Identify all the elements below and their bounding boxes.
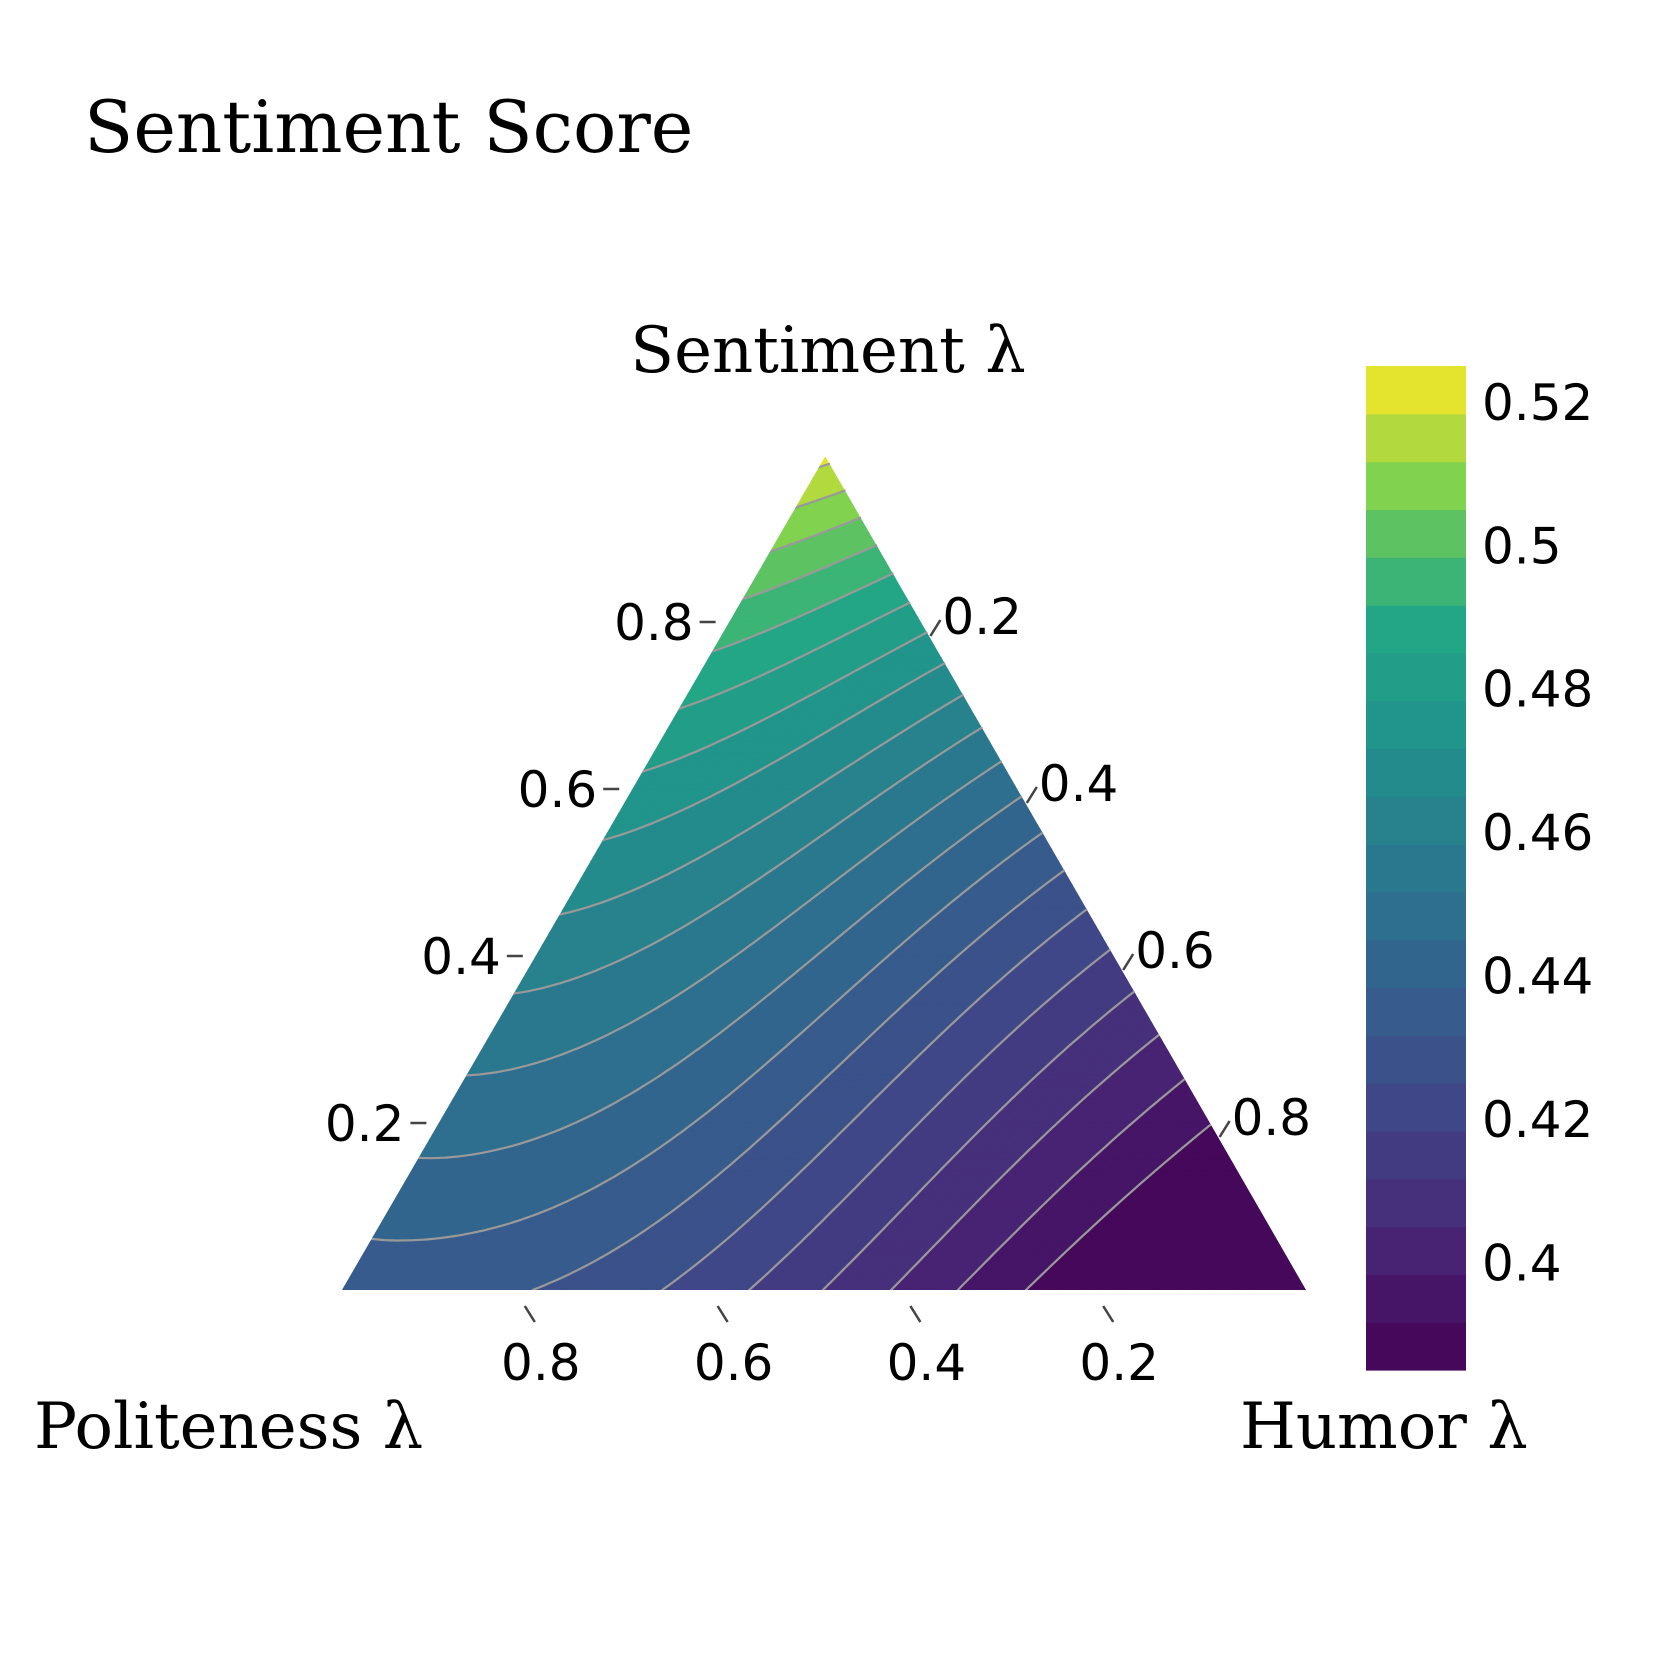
contour-band-18 bbox=[766, 489, 861, 554]
contour-line-3 bbox=[890, 1033, 1160, 1290]
contour-line-8 bbox=[370, 831, 1044, 1242]
contour-line-9 bbox=[417, 795, 1023, 1160]
colorbar-segment-9 bbox=[1366, 891, 1466, 941]
bottom-tick-mark-0.6 bbox=[716, 1305, 729, 1323]
colorbar-tick-label-0.42: 0.42 bbox=[1482, 1091, 1593, 1149]
bottom-tick-mark-0.4 bbox=[909, 1305, 922, 1323]
colorbar-segment-5 bbox=[1366, 1083, 1466, 1132]
colorbar-segment-15 bbox=[1366, 605, 1466, 654]
contour-line-16 bbox=[709, 572, 894, 654]
contour-line-12 bbox=[557, 694, 964, 916]
bottom-tick-label-0.8: 0.8 bbox=[501, 1334, 581, 1392]
contour-line-11 bbox=[512, 726, 983, 995]
contour-line-6 bbox=[661, 908, 1088, 1290]
chart-title: Sentiment Score bbox=[84, 85, 693, 169]
contour-band-0 bbox=[1025, 1124, 1306, 1290]
contour-line-14 bbox=[639, 631, 928, 774]
contour-line-2 bbox=[956, 1078, 1186, 1290]
bottom-tick-mark-0.2 bbox=[1102, 1305, 1115, 1323]
colorbar-tick-label-0.46: 0.46 bbox=[1482, 804, 1593, 862]
bottom-tick-mark-0.8 bbox=[523, 1305, 536, 1323]
colorbar-segment-17 bbox=[1366, 509, 1466, 558]
colorbar-segment-6 bbox=[1366, 1035, 1466, 1084]
left-tick-label-0.2: 0.2 bbox=[325, 1095, 405, 1153]
right-tick-mark-0.8 bbox=[1218, 1120, 1231, 1138]
colorbar-segment-4 bbox=[1366, 1130, 1466, 1180]
colorbar-segment-13 bbox=[1366, 700, 1466, 750]
colorbar-segment-8 bbox=[1366, 939, 1466, 989]
colorbar-segment-0 bbox=[1366, 1322, 1466, 1371]
contour-line-4 bbox=[821, 990, 1135, 1290]
colorbar-segment-7 bbox=[1366, 987, 1466, 1036]
colorbar-segment-18 bbox=[1366, 461, 1466, 511]
top-axis-label: Sentiment λ bbox=[630, 314, 1026, 388]
colorbar-segment-12 bbox=[1366, 748, 1466, 797]
ternary-ticks: 0.2 0.4 0.6 0.8 0.2 0.4 0.6 0.8 0.2 0.4 0.6 0.8 bbox=[325, 588, 1311, 1392]
right-tick-mark-0.6 bbox=[1122, 953, 1135, 971]
bottom-tick-label-0.2: 0.2 bbox=[1079, 1334, 1159, 1392]
bottom-tick-label-0.6: 0.6 bbox=[694, 1334, 774, 1392]
right-tick-label-0.8: 0.8 bbox=[1232, 1089, 1312, 1147]
colorbar: 0.4 0.42 0.44 0.46 0.48 0.5 0.52 bbox=[1366, 366, 1593, 1371]
left-tick-label-0.6: 0.6 bbox=[518, 761, 598, 819]
colorbar-segment-2 bbox=[1366, 1226, 1466, 1275]
right-tick-label-0.2: 0.2 bbox=[942, 588, 1022, 646]
colorbar-tick-label-0.44: 0.44 bbox=[1482, 948, 1593, 1006]
colorbar-segment-11 bbox=[1366, 796, 1466, 845]
right-axis-label: Humor λ bbox=[1240, 1390, 1528, 1464]
right-tick-mark-0.4 bbox=[1025, 786, 1038, 804]
contour-line-7 bbox=[531, 869, 1065, 1290]
left-tick-label-0.8: 0.8 bbox=[614, 594, 694, 652]
left-axis-label: Politeness λ bbox=[34, 1390, 423, 1464]
contour-line-13 bbox=[600, 662, 946, 842]
contour-line-5 bbox=[748, 948, 1111, 1290]
left-tick-label-0.4: 0.4 bbox=[421, 928, 501, 986]
colorbar-tick-label-0.5: 0.5 bbox=[1482, 517, 1562, 575]
colorbar-segment-16 bbox=[1366, 557, 1466, 606]
colorbar-tick-label-0.52: 0.52 bbox=[1482, 374, 1593, 432]
right-tick-label-0.4: 0.4 bbox=[1039, 755, 1119, 813]
colorbar-segment-19 bbox=[1366, 413, 1466, 463]
colorbar-tick-label-0.48: 0.48 bbox=[1482, 661, 1593, 719]
colorbar-segment-3 bbox=[1366, 1178, 1466, 1228]
colorbar-segment-14 bbox=[1366, 652, 1466, 702]
colorbar-segment-1 bbox=[1366, 1274, 1466, 1323]
colorbar-segment-10 bbox=[1366, 844, 1466, 893]
contour-line-1 bbox=[1024, 1123, 1212, 1290]
contour-line-layer bbox=[370, 462, 1212, 1290]
plot-area bbox=[342, 455, 1306, 1290]
colorbar-segment-20 bbox=[1366, 366, 1466, 415]
contour-line-19 bbox=[792, 489, 846, 510]
contour-line-15 bbox=[676, 601, 911, 711]
colorbar-tick-label-0.4: 0.4 bbox=[1482, 1234, 1562, 1292]
right-tick-mark-0.2 bbox=[929, 619, 942, 637]
bottom-tick-label-0.4: 0.4 bbox=[887, 1334, 967, 1392]
right-tick-label-0.6: 0.6 bbox=[1135, 922, 1215, 980]
